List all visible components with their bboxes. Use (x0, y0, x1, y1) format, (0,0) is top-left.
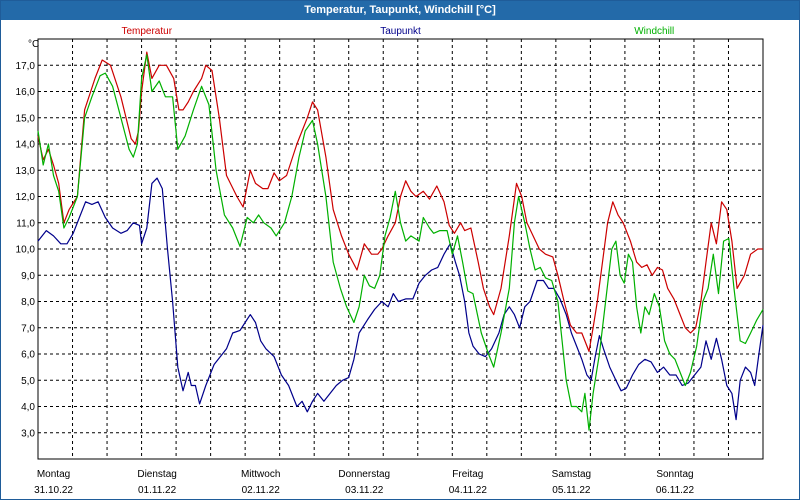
y-tick-label: 15,0 (16, 113, 36, 124)
x-tick-date: 06.11.22 (656, 485, 695, 496)
y-tick-label: 16,0 (16, 87, 36, 98)
y-tick-label: 11,0 (16, 218, 35, 229)
y-tick-label: 3,0 (21, 428, 35, 439)
y-tick-label: 5,0 (21, 376, 35, 387)
y-tick-label: 13,0 (16, 166, 36, 177)
x-tick-date: 04.11.22 (449, 485, 488, 496)
x-tick-weekday: Freitag (452, 469, 483, 480)
series-line-temperatur (37, 51, 763, 352)
x-tick-date: 02.11.22 (242, 485, 281, 496)
legend-taupunkt: Taupunkt (380, 26, 421, 37)
x-tick-date: 31.10.22 (34, 485, 73, 496)
x-tick-weekday: Sonntag (656, 469, 693, 480)
y-axis-unit: °C (28, 39, 39, 50)
x-tick-weekday: Samstag (552, 469, 591, 480)
x-tick-weekday: Dienstag (137, 469, 176, 480)
y-tick-label: 8,0 (21, 297, 35, 308)
legend-temperatur: Temperatur (121, 26, 172, 37)
x-tick-weekday: Mittwoch (241, 469, 280, 480)
y-axis-ticks: 3,0 4,0 5,0 6,0 7,0 8,0 9,0 10,0 11,0 12,0 13,0 14,… (16, 61, 36, 440)
series-lines (37, 51, 764, 431)
y-tick-label: 9,0 (21, 271, 35, 282)
y-tick-label: 17,0 (16, 61, 36, 72)
x-tick-date: 03.11.22 (345, 485, 384, 496)
y-tick-label: 7,0 (21, 323, 35, 334)
x-tick-weekday: Montag (37, 469, 70, 480)
y-tick-label: 14,0 (16, 140, 36, 151)
x-tick-date: 05.11.22 (552, 485, 591, 496)
legend-windchill: Windchill (634, 26, 674, 37)
window-title: Temperatur, Taupunkt, Windchill [°C] (1, 1, 799, 20)
y-tick-label: 4,0 (21, 402, 35, 413)
grid-lines (38, 39, 763, 459)
y-tick-label: 6,0 (21, 350, 35, 361)
y-tick-label: 12,0 (16, 192, 36, 203)
x-axis-ticks: Montag 31.10.22 Dienstag 01.11.22 Mittwoch 02… (34, 469, 694, 496)
y-tick-label: 10,0 (16, 245, 36, 256)
x-tick-weekday: Donnerstag (338, 469, 390, 480)
legend: Temperatur Taupunkt Windchill (121, 26, 674, 37)
series-line-windchill (37, 54, 764, 431)
series-line-taupunkt (37, 177, 764, 421)
x-tick-date: 01.11.22 (138, 485, 177, 496)
